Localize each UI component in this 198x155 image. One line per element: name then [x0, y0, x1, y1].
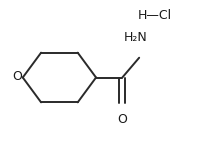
Text: H₂N: H₂N	[124, 31, 148, 44]
Text: H—Cl: H—Cl	[137, 9, 171, 22]
Text: O: O	[117, 113, 127, 126]
Text: O: O	[12, 70, 22, 83]
